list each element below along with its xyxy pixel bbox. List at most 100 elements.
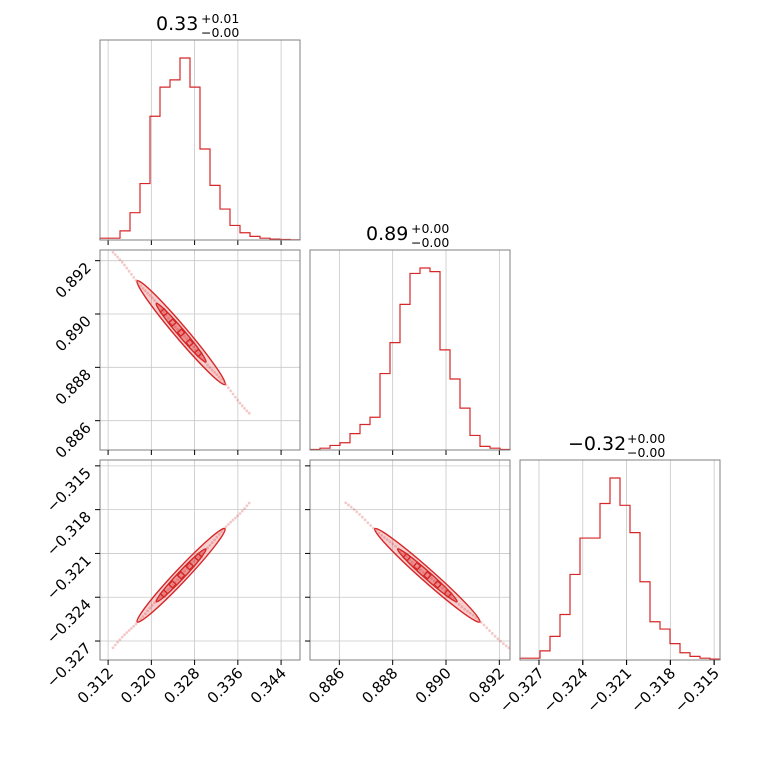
x-tick-label-1-1: 0.888 <box>358 664 401 707</box>
sample-point <box>116 255 119 259</box>
sample-point <box>383 536 386 539</box>
sample-point <box>347 503 350 507</box>
hist-1-frame <box>309 249 511 451</box>
hist-2-frame <box>519 459 721 661</box>
sample-point <box>206 363 210 367</box>
sample-point <box>162 592 166 596</box>
sample-point <box>493 634 497 638</box>
title-p1: 0.89 +0.00 −0.00 <box>366 221 449 250</box>
sample-point <box>130 272 133 276</box>
sample-point <box>120 635 124 639</box>
scatter-panel-2-0 <box>99 459 301 661</box>
y-tick-label-2-4: −0.315 <box>43 464 95 516</box>
sample-point <box>233 516 237 520</box>
sample-point <box>355 510 359 514</box>
sample-point <box>127 629 131 632</box>
sample-point <box>215 535 219 539</box>
sample-point <box>247 411 251 415</box>
sample-point <box>111 646 115 650</box>
sample-point <box>405 555 408 559</box>
contour-core <box>167 579 178 589</box>
sample-point <box>125 631 129 634</box>
sample-point <box>217 532 221 536</box>
contour-core <box>443 589 453 599</box>
sample-point <box>460 605 464 609</box>
title-p2-minus: −0.00 <box>627 445 665 460</box>
sample-point <box>111 250 115 254</box>
sample-point <box>441 586 444 590</box>
sample-point <box>227 386 230 390</box>
sample-point <box>243 507 246 510</box>
sample-point <box>245 409 249 413</box>
sample-point <box>471 613 475 617</box>
sample-point <box>247 501 251 505</box>
sample-point <box>380 534 384 537</box>
sample-point <box>120 260 124 264</box>
sample-point <box>360 515 364 519</box>
sample-point <box>466 609 469 613</box>
sample-point <box>410 561 414 564</box>
contour-core <box>176 570 186 580</box>
sample-point <box>419 568 422 572</box>
hist-panel-2 <box>519 459 721 665</box>
sample-point <box>363 518 367 522</box>
x-tick-label-0-1: 0.320 <box>117 664 160 707</box>
sample-point <box>488 629 491 633</box>
sample-point <box>176 578 180 581</box>
sample-point <box>240 509 244 513</box>
sample-point <box>485 626 489 630</box>
sample-point <box>504 644 508 648</box>
x-tick-label-1-0: 0.886 <box>305 664 348 707</box>
y-tick-label-1-2: 0.890 <box>52 312 95 355</box>
sample-point <box>123 263 126 267</box>
hist-2-bars <box>519 477 721 660</box>
sample-point <box>352 507 356 511</box>
sample-point <box>153 298 156 302</box>
contour-core <box>176 328 186 338</box>
sample-point <box>213 538 216 542</box>
sample-point <box>457 603 461 606</box>
sample-point <box>196 351 200 355</box>
sample-point <box>183 334 186 338</box>
panels-layer: 0.312 0.320 0.328 0.336 0.344 0.886 0.888 0.890… <box>43 39 723 716</box>
y-tick-label-1-1: 0.888 <box>52 365 95 408</box>
sample-point <box>499 639 503 643</box>
x-tick-label-0-0: 0.312 <box>74 664 117 707</box>
y-tick-label-1-3: 0.892 <box>52 259 95 302</box>
sample-point <box>143 612 147 616</box>
sample-point <box>344 501 348 505</box>
x-tick-label-0-4: 0.344 <box>247 664 290 707</box>
contour-outer <box>136 527 226 623</box>
sample-point <box>236 398 240 402</box>
sample-point <box>231 518 235 522</box>
sample-point <box>358 512 361 516</box>
contour-outer <box>373 527 481 623</box>
x-tick-label-1-2: 0.890 <box>412 664 455 707</box>
hist-0-frame <box>99 39 301 241</box>
sample-point <box>210 368 214 372</box>
title-p2-value: −0.32 <box>568 433 626 455</box>
sample-point <box>134 622 138 626</box>
sample-point <box>220 530 223 533</box>
sample-point <box>432 579 436 583</box>
y-tick-label-1-0: 0.886 <box>52 419 95 462</box>
title-p1-plus: +0.00 <box>411 221 449 236</box>
sample-point <box>468 611 472 615</box>
sample-point <box>141 615 145 618</box>
sample-point <box>231 392 235 396</box>
sample-point <box>153 601 156 605</box>
y-tick-label-2-2: −0.321 <box>43 552 95 604</box>
sample-point <box>421 570 425 574</box>
contour-core <box>433 579 443 589</box>
sample-point <box>187 564 191 568</box>
sample-point <box>224 525 228 528</box>
title-p2: −0.32 +0.00 −0.00 <box>568 431 665 460</box>
sample-point <box>227 522 230 526</box>
hist-panel-0 <box>99 39 301 245</box>
sample-point <box>192 559 196 563</box>
sample-point <box>132 624 136 628</box>
sample-point <box>192 345 196 349</box>
sample-point <box>141 286 145 290</box>
title-p0: 0.33 +0.01 −0.00 <box>156 11 239 40</box>
title-p0-value: 0.33 <box>156 13 198 35</box>
